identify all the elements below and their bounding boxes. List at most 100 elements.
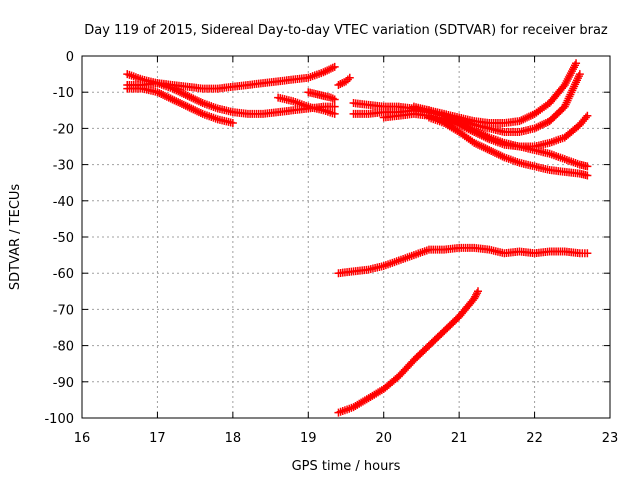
series-arc-m — [334, 287, 482, 417]
data-point — [479, 143, 488, 152]
data-point — [170, 85, 179, 94]
data-point — [174, 87, 183, 96]
data-point — [489, 147, 498, 156]
data-point — [483, 132, 492, 141]
data-point — [483, 145, 492, 154]
data-point — [187, 104, 196, 113]
data-point — [179, 90, 188, 99]
data-point — [445, 114, 454, 123]
data-point — [155, 89, 164, 98]
data-point — [526, 111, 535, 120]
data-point — [496, 151, 505, 160]
data-point — [447, 115, 456, 124]
y-tick-label: -40 — [53, 195, 74, 210]
x-tick-label: 21 — [451, 431, 468, 446]
data-point — [471, 292, 480, 301]
data-point — [330, 62, 339, 71]
data-point — [466, 124, 475, 133]
data-point — [159, 90, 168, 99]
data-point — [193, 96, 202, 105]
data-point — [458, 120, 467, 129]
data-point — [185, 103, 194, 112]
data-point — [521, 114, 530, 123]
data-point — [342, 77, 350, 86]
data-point — [449, 116, 458, 125]
y-tick-label: -70 — [53, 303, 74, 318]
data-point — [325, 65, 334, 74]
data-point — [330, 102, 339, 111]
x-tick-label: 18 — [225, 431, 242, 446]
data-point — [334, 80, 343, 89]
data-point — [196, 98, 205, 107]
x-tick-label: 22 — [526, 431, 543, 446]
data-point — [540, 119, 548, 128]
data-point — [228, 118, 237, 127]
y-tick-label: -100 — [44, 412, 74, 427]
data-point — [470, 294, 479, 303]
data-point — [498, 152, 507, 161]
data-point — [323, 66, 332, 75]
data-point — [583, 171, 592, 180]
data-point — [189, 105, 198, 114]
data-point — [524, 112, 533, 121]
data-point — [475, 128, 484, 137]
series-arc-f — [334, 73, 354, 89]
y-tick-label: -60 — [53, 267, 74, 282]
x-tick-label: 17 — [149, 431, 166, 446]
data-point — [481, 144, 490, 153]
data-point — [166, 94, 175, 103]
data-point — [474, 287, 482, 296]
data-point — [170, 96, 179, 105]
series-layer — [123, 59, 592, 417]
data-point — [321, 67, 330, 76]
x-tick-labels: 16 17 18 19 20 21 22 23 — [74, 431, 619, 446]
data-point — [160, 91, 169, 100]
y-tick-label: -30 — [53, 159, 74, 174]
data-point — [191, 95, 200, 104]
data-point — [462, 122, 471, 131]
data-point — [451, 117, 460, 126]
data-point — [443, 113, 452, 122]
data-point — [168, 95, 177, 104]
data-point — [523, 113, 532, 122]
data-point — [343, 75, 352, 84]
data-point — [174, 98, 183, 107]
data-point — [470, 138, 479, 147]
data-point — [179, 100, 188, 109]
y-tick-labels: 0 -10 -20 -30 -40 -50 -60 -70 -80 -90 -100 — [44, 50, 74, 427]
data-point — [440, 111, 449, 120]
chart-title: Day 119 of 2015, Sidereal Day-to-day VTE… — [84, 23, 608, 38]
data-point — [472, 290, 481, 299]
data-point — [183, 91, 192, 100]
data-point — [319, 68, 328, 77]
data-point — [472, 127, 481, 136]
data-point — [541, 118, 550, 127]
x-tick-label: 23 — [602, 431, 619, 446]
data-point — [153, 88, 162, 97]
series-arc-l — [334, 243, 592, 278]
data-point — [515, 117, 524, 126]
data-point — [191, 106, 200, 115]
data-point — [176, 88, 185, 97]
data-point — [575, 70, 584, 79]
data-point — [583, 111, 592, 120]
data-point — [532, 123, 541, 132]
data-point — [530, 124, 539, 133]
data-point — [536, 121, 545, 130]
x-axis-title: GPS time / hours — [292, 459, 401, 474]
data-point — [490, 148, 499, 157]
y-tick-label: -10 — [53, 86, 74, 101]
data-point — [181, 90, 190, 99]
data-point — [492, 149, 501, 158]
data-point — [189, 94, 198, 103]
data-point — [157, 90, 166, 99]
data-point — [477, 129, 486, 138]
data-point — [164, 93, 173, 102]
data-point — [583, 249, 592, 258]
data-point — [457, 119, 466, 128]
series-arc-c — [123, 84, 237, 127]
y-tick-label: -50 — [53, 231, 74, 246]
data-point — [477, 142, 486, 151]
data-point — [470, 126, 479, 135]
data-point — [330, 95, 339, 104]
